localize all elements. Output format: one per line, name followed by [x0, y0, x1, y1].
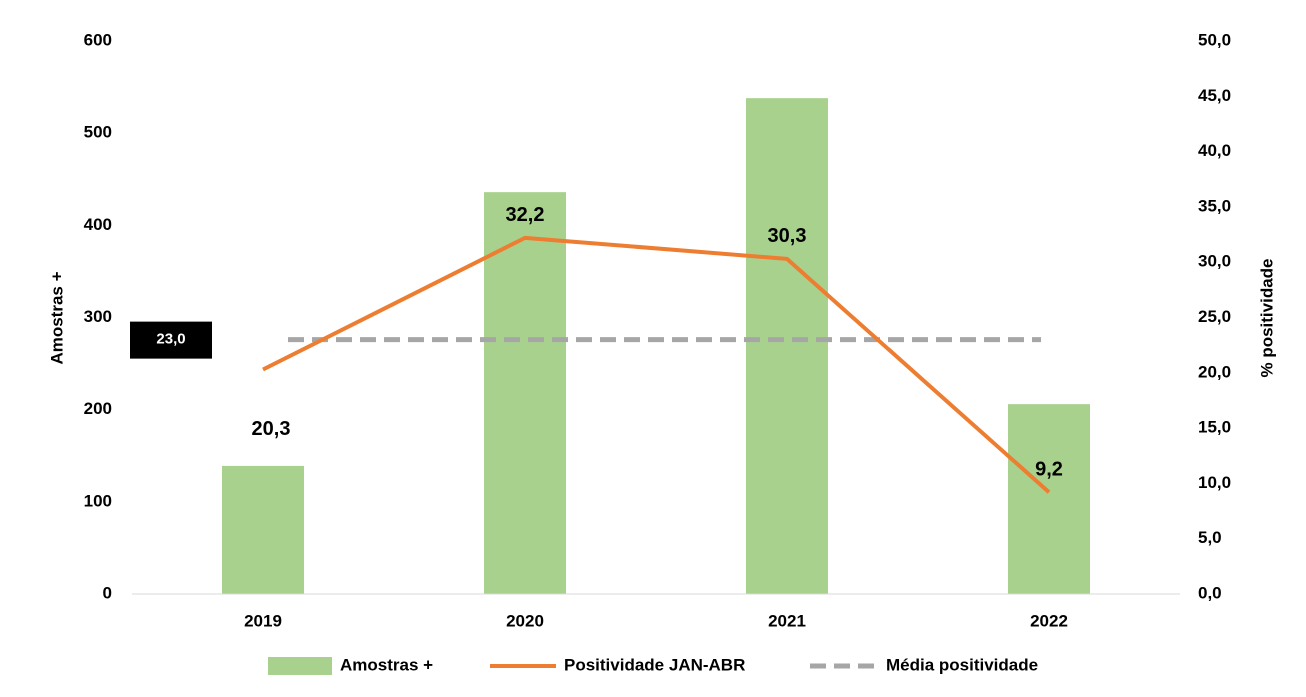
x-tick-label: 2020: [506, 611, 544, 630]
y2-tick-label: 5,0: [1198, 528, 1222, 547]
y-tick-label: 0: [103, 583, 112, 602]
legend-label: Média positividade: [886, 655, 1038, 674]
y2-tick-label: 20,0: [1198, 362, 1231, 381]
y2-tick-label: 35,0: [1198, 196, 1231, 215]
y2-tick-label: 40,0: [1198, 141, 1231, 160]
y2-tick-label: 25,0: [1198, 307, 1231, 326]
y2-axis-title: % positividade: [1257, 258, 1276, 377]
y-tick-label: 200: [84, 399, 112, 418]
data-label: 9,2: [1035, 459, 1063, 481]
legend-label: Amostras +: [340, 655, 433, 674]
x-tick-label: 2022: [1030, 611, 1068, 630]
y2-tick-label: 50,0: [1198, 30, 1231, 49]
y2-tick-label: 15,0: [1198, 418, 1231, 437]
reference-label: 23,0: [156, 331, 185, 348]
bar: [484, 192, 566, 595]
y-tick-label: 600: [84, 30, 112, 49]
bar: [746, 98, 828, 594]
x-tick-label: 2021: [768, 611, 806, 630]
y-axis-title: Amostras +: [47, 271, 66, 364]
legend-swatch: [268, 657, 332, 675]
bar: [222, 465, 304, 594]
y2-tick-label: 10,0: [1198, 473, 1231, 492]
x-tick-label: 2019: [244, 611, 282, 630]
bar: [1008, 404, 1090, 594]
y-tick-label: 300: [84, 307, 112, 326]
line-series: [262, 235, 1051, 494]
reference-label-box: [130, 321, 212, 359]
y-tick-label: 400: [84, 215, 112, 234]
y-tick-label: 500: [84, 123, 112, 142]
data-label: 20,3: [252, 418, 291, 440]
data-label: 32,2: [506, 204, 545, 226]
y2-tick-label: 30,0: [1198, 252, 1231, 271]
y2-tick-label: 45,0: [1198, 86, 1231, 105]
legend-label: Positividade JAN-ABR: [564, 655, 745, 674]
data-label: 30,3: [768, 225, 807, 247]
y-tick-label: 100: [84, 491, 112, 510]
y2-tick-label: 0,0: [1198, 583, 1222, 602]
